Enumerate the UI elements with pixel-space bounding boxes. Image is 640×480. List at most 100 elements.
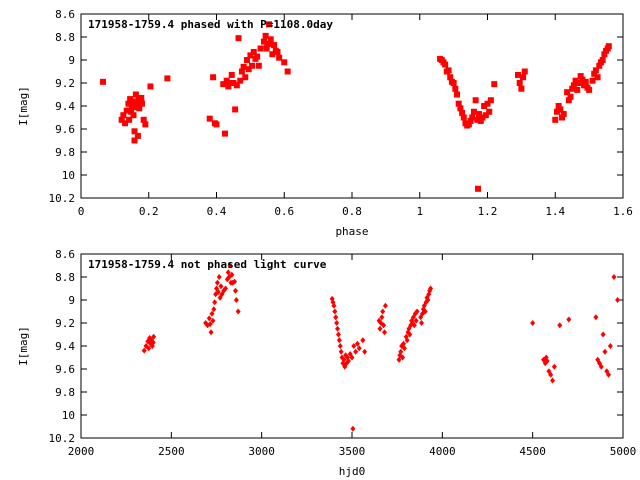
unphased-plot: 8.6 8.8 9 9.2 9.4 9.6 9.8 10 10.2 2000 2500 3000 35… [17,248,636,478]
unphased-data-point [422,308,428,315]
phased-data-point [557,106,564,113]
phased-data-point [262,32,269,39]
unphased-data-point [214,279,220,286]
phased-data-point [223,77,230,84]
phased-data-point [484,100,491,107]
unphased-data-point [382,302,388,309]
phased-data-point [249,62,256,69]
phased-data-point [263,45,270,52]
unphased-y-tick-label: 10.2 [49,432,76,445]
unphased-data-point [345,357,351,364]
unphased-data-point [414,308,420,315]
phased-data-point [567,93,574,100]
phased-y-tick-label: 8.8 [55,31,75,44]
unphased-data-point [425,297,431,303]
phased-data-point [230,80,237,86]
phased-data-point [599,57,606,63]
unphased-data-point [407,331,413,338]
unphased-y-axis-label: I[mag] [17,326,30,366]
unphased-data-point [400,340,406,347]
phased-data-point [552,116,559,123]
unphased-data-point [215,288,221,295]
phased-y-ticks: 8.6 8.8 9 9.2 9.4 9.6 9.8 10 10.2 [49,8,623,205]
phased-x-tick-label: 0.6 [274,205,294,218]
unphased-data-point [411,322,417,329]
phased-data-point [128,108,135,115]
phased-data-point [514,71,521,78]
phased-x-tick-label: 1.2 [478,205,498,218]
unphased-data-point [141,347,147,354]
unphased-data-point [400,354,406,361]
phased-data-point [120,112,127,119]
unphased-data-point [331,302,337,309]
unphased-data-point [212,299,218,306]
phased-data-point [254,53,261,60]
unphased-data-point [211,306,217,313]
phased-data-point [472,97,479,104]
phased-data-point [582,78,589,85]
phased-data-point [476,111,483,118]
phased-data-points [100,21,612,192]
phased-x-tick-label: 0 [78,205,85,218]
unphased-data-point [216,274,222,280]
phased-data-point [596,62,603,69]
phased-data-point [564,89,571,96]
unphased-data-point [341,356,347,363]
unphased-x-tick-label: 2000 [68,445,95,458]
phased-data-point [271,42,278,49]
unphased-data-point [206,315,212,322]
unphased-y-tick-label: 9 [68,294,75,307]
unphased-x-ticks: 2000 2500 3000 3500 4000 4500 5000 [68,254,637,458]
unphased-data-point [396,356,402,363]
unphased-data-point [337,343,343,349]
phased-data-point [132,91,139,98]
phased-data-point [281,59,288,66]
phased-data-point [213,121,220,128]
phased-y-tick-label: 8.6 [55,8,75,21]
phased-data-point [206,115,213,122]
phased-data-point [491,81,498,88]
unphased-data-point [428,285,434,292]
phased-y-tick-label: 9.6 [55,123,75,136]
phased-y-tick-label: 9.8 [55,146,75,159]
phased-data-point [284,68,291,75]
phased-y-tick-label: 9 [68,54,75,67]
phased-x-ticks: 0 0.2 0.4 0.6 0.8 1 1.2 1.4 1.6 [78,14,633,218]
unphased-x-axis-label: hjd0 [339,465,366,478]
unphased-data-point [380,308,386,315]
phased-data-point [450,80,457,86]
unphased-data-point [218,283,224,290]
phased-data-point [601,51,608,58]
phased-data-point [132,104,139,111]
phased-data-point [131,137,138,144]
unphased-data-point [232,278,238,285]
unphased-y-tick-label: 9.8 [55,386,75,399]
phased-data-point [553,108,560,115]
phased-data-point [442,61,449,68]
unphased-x-tick-label: 4000 [429,445,456,458]
phased-y-tick-label: 10 [62,169,75,182]
phased-data-point [594,74,601,81]
unphased-data-point [233,297,239,303]
unphased-x-tick-label: 5000 [610,445,637,458]
phased-data-point [133,100,140,107]
phased-data-point [577,73,584,80]
phased-data-point [559,114,566,121]
phased-x-tick-label: 0.4 [207,205,227,218]
unphased-data-point [150,339,156,346]
unphased-data-point [208,329,214,336]
unphased-data-point [349,354,355,361]
phased-data-point [118,116,125,123]
unphased-x-tick-label: 3000 [248,445,275,458]
phased-data-point [518,85,525,92]
phased-data-point [447,74,454,81]
phased-data-point [232,106,239,113]
phased-plot-title: 171958-1759.4 phased with P=1108.0day [88,18,333,31]
phased-data-point [250,48,257,55]
phased-data-point [276,54,283,61]
phased-data-point [445,67,452,74]
unphased-data-point [336,337,342,344]
unphased-data-point [335,331,341,338]
unphased-data-point [557,322,563,329]
